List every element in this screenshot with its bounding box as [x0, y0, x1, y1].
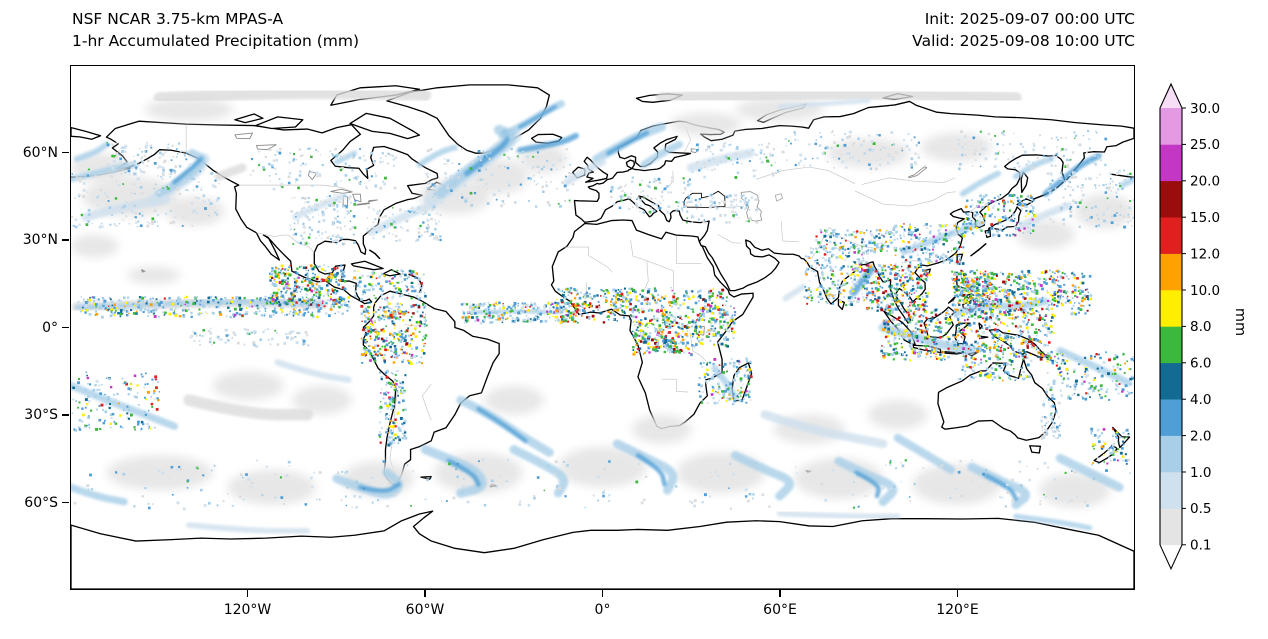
- convective-speckles-layer: [71, 129, 1134, 511]
- light-precip-layer: [71, 97, 1134, 508]
- colorbar-tick-label: 15.0: [1190, 210, 1220, 226]
- colorbar-segment: [1160, 217, 1182, 254]
- colorbar-segment: [1160, 326, 1182, 364]
- x-tick-label: 0°: [594, 602, 611, 618]
- y-tick-label: 60°N: [22, 144, 58, 161]
- title-line-1: NSF NCAR 3.75-km MPAS-A: [72, 10, 284, 28]
- colorbar-tick-label: 30.0: [1190, 101, 1220, 117]
- y-tick-label: 60°S: [24, 494, 58, 511]
- colorbar-tick-label: 6.0: [1190, 356, 1211, 372]
- colorbar-tick-label: 0.5: [1190, 501, 1211, 517]
- x-tick-mark: [601, 590, 604, 597]
- x-tick-mark: [956, 590, 959, 597]
- y-tick-mark: [62, 414, 69, 416]
- x-tick-label: 120°E: [936, 602, 979, 618]
- colorbar-segment: [1160, 144, 1182, 182]
- valid-time-label: Valid: 2025-09-08 10:00 UTC: [912, 32, 1135, 50]
- colorbar-tick-label: 1.0: [1190, 465, 1211, 481]
- colorbar-tick-label: 12.0: [1190, 246, 1220, 262]
- y-tick-mark: [62, 326, 69, 329]
- x-tick-mark: [424, 590, 426, 597]
- colorbar-segment: [1160, 362, 1182, 400]
- colorbar-over-arrow: [1160, 84, 1182, 108]
- colorbar-segment: [1160, 180, 1182, 218]
- run-info: Init: 2025-09-07 00:00 UTC Valid: 2025-0…: [912, 8, 1135, 52]
- y-tick-mark: [62, 239, 69, 241]
- y-tick-mark: [62, 501, 69, 504]
- x-tick-mark: [246, 590, 249, 597]
- map-canvas: [70, 65, 1135, 590]
- colorbar-tick-label: 10.0: [1190, 283, 1220, 299]
- colorbar: 0.1 0.5 1.0 2.0 4.0 6.0 8.0 10.0 12.0 15.0 20.0 25.…: [1150, 78, 1268, 578]
- title-line-2: 1-hr Accumulated Precipitation (mm): [72, 32, 359, 50]
- x-tick-label: 120°W: [223, 602, 272, 618]
- colorbar-tick-label: 2.0: [1190, 428, 1211, 444]
- colorbar-segment: [1160, 253, 1182, 291]
- colorbar-tick-label: 25.0: [1190, 137, 1220, 153]
- colorbar-tick-label: 20.0: [1190, 174, 1220, 190]
- colorbar-tick-label: 8.0: [1190, 319, 1211, 335]
- colorbar-unit-label: mm: [1232, 307, 1249, 337]
- colorbar-segment: [1160, 108, 1182, 145]
- colorbar-segment: [1160, 435, 1182, 473]
- y-tick-label: 30°N: [22, 232, 58, 248]
- world-precipitation-map: [71, 84, 1134, 589]
- colorbar-under-arrow: [1160, 544, 1182, 569]
- colorbar-scale: 0.1 0.5 1.0 2.0 4.0 6.0 8.0 10.0 12.0 15.0 20.0 25.…: [1159, 82, 1220, 571]
- y-tick-mark: [62, 151, 69, 154]
- x-tick-label: 60°E: [763, 602, 797, 618]
- x-tick-mark: [779, 590, 781, 597]
- colorbar-segment: [1160, 508, 1182, 546]
- colorbar-segment: [1160, 399, 1182, 436]
- figure-title: NSF NCAR 3.75-km MPAS-A 1-hr Accumulated…: [72, 8, 359, 52]
- y-tick-label: 30°S: [24, 407, 58, 423]
- colorbar-tick-label: 4.0: [1190, 392, 1211, 408]
- x-tick-label: 60°W: [405, 602, 445, 618]
- colorbar-segment: [1160, 472, 1182, 509]
- colorbar-tick-label: 0.1: [1190, 538, 1211, 554]
- colorbar-segment: [1160, 290, 1182, 327]
- init-time-label: Init: 2025-09-07 00:00 UTC: [924, 10, 1135, 28]
- y-tick-label: 0°: [42, 319, 58, 336]
